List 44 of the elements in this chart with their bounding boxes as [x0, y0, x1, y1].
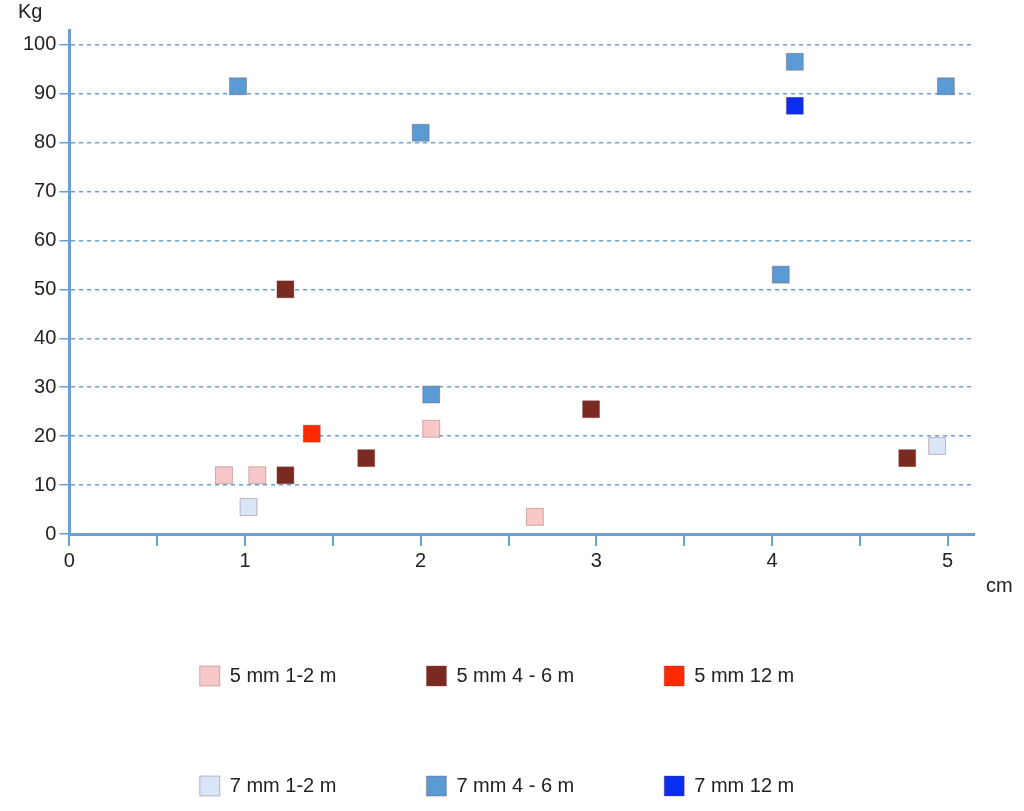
legend-label: 5 mm 12 m [694, 663, 795, 686]
y-tick-label: 0 [45, 521, 57, 544]
x-tick-label: 5 [942, 548, 954, 571]
point [936, 77, 955, 96]
point [422, 385, 441, 404]
x-tick-label: 1 [239, 548, 251, 571]
x-tick-label: 2 [415, 548, 427, 571]
y-tick-label: 80 [34, 130, 57, 153]
legend-label: 7 mm 4 - 6 m [456, 773, 575, 796]
point [785, 52, 804, 71]
point [276, 466, 295, 485]
point [898, 449, 917, 468]
point [411, 123, 430, 142]
point [239, 498, 258, 517]
y-tick-label: 50 [34, 276, 57, 299]
point [214, 466, 233, 485]
legend-label: 5 mm 1-2 m [229, 663, 337, 686]
y-tick-label: 40 [34, 325, 57, 348]
legend-label: 7 mm 12 m [694, 773, 795, 796]
x-tick-label: 4 [766, 548, 778, 571]
y-tick-label: 10 [34, 472, 57, 495]
y-axis-title: Kg [18, 0, 43, 22]
y-tick-label: 20 [34, 423, 57, 446]
x-axis-title: cm [986, 573, 1013, 596]
point [525, 507, 544, 526]
x-tick-label: 3 [590, 548, 602, 571]
y-tick-label: 90 [34, 81, 57, 104]
point [248, 466, 267, 485]
point [928, 436, 947, 455]
y-tick-label: 100 [22, 32, 57, 55]
point [422, 419, 441, 438]
point [357, 449, 376, 468]
x-tick-label: 0 [63, 548, 75, 571]
point [771, 265, 790, 284]
point [785, 96, 804, 115]
y-tick-label: 70 [34, 178, 57, 201]
point [276, 280, 295, 299]
point [582, 400, 601, 419]
point [229, 77, 247, 96]
legend-label: 5 mm 4 - 6 m [456, 663, 575, 686]
legend-label: 7 mm 1-2 m [229, 773, 337, 796]
y-tick-label: 30 [34, 374, 57, 397]
y-tick-label: 60 [34, 227, 57, 250]
point [302, 424, 321, 443]
